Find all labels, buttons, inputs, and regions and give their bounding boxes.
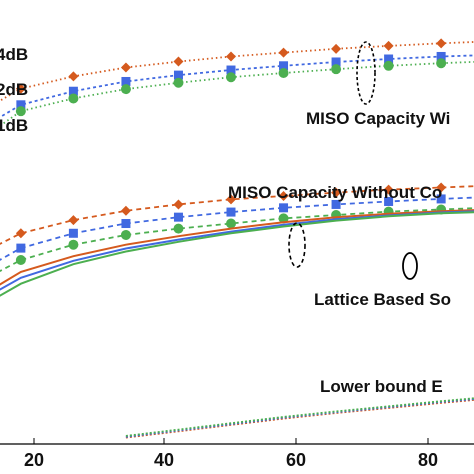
data-point-miso-with-4db-6: [278, 47, 289, 58]
data-point-miso-with-4db-3: [120, 62, 131, 73]
data-point-miso-with-2db-4: [173, 70, 183, 80]
data-point-miso-with-1db-2: [68, 93, 79, 104]
data-point-miso-with-2db-8: [384, 54, 394, 64]
series-line-miso-with-4db: [0, 41, 474, 102]
data-point-miso-with-2db-6: [279, 61, 289, 71]
lattice-ellipse: [402, 252, 418, 280]
data-point-miso-with-2db-1: [16, 100, 26, 110]
data-point-miso-with-4db-5: [226, 51, 236, 62]
x-tick-label-20: 20: [24, 450, 44, 470]
data-point-miso-without-4db-7: [331, 187, 342, 198]
data-point-miso-with-1db-7: [331, 64, 342, 75]
series-line-miso-without-2db: [0, 196, 474, 261]
series-line-miso-without-1db: [0, 207, 474, 273]
annotation-miso-with: MISO Capacity Wi: [306, 109, 450, 128]
x-tick-label-80: 80: [418, 450, 438, 470]
data-point-miso-without-1db-5: [226, 218, 236, 229]
data-point-miso-without-2db-7: [331, 199, 341, 209]
data-point-miso-without-1db-2: [68, 239, 79, 250]
data-point-miso-with-2db-3: [121, 76, 131, 86]
data-point-miso-with-2db-9: [436, 51, 446, 61]
data-point-miso-without-2db-6: [279, 203, 289, 213]
data-point-miso-without-4db-5: [226, 194, 236, 205]
data-point-miso-without-1db-1: [15, 254, 26, 265]
data-point-miso-with-2db-5: [226, 65, 236, 75]
data-point-miso-without-4db-8: [383, 184, 394, 195]
data-point-miso-without-1db-3: [120, 229, 131, 240]
series-line-lattice-4db: [0, 209, 474, 286]
data-point-miso-with-4db-9: [436, 38, 447, 49]
data-point-miso-without-4db-3: [120, 205, 131, 216]
data-point-miso-with-1db-1: [15, 106, 26, 117]
data-point-miso-without-2db-3: [121, 219, 131, 229]
data-point-miso-with-1db-8: [383, 60, 394, 71]
data-point-miso-without-4db-1: [15, 228, 26, 239]
legend-4db: 4dB: [0, 45, 28, 64]
data-point-miso-with-4db-8: [383, 40, 394, 51]
data-point-miso-without-2db-2: [68, 228, 78, 238]
data-point-miso-with-1db-3: [120, 84, 131, 95]
data-point-miso-with-1db-5: [226, 72, 236, 83]
data-point-miso-with-4db-7: [331, 43, 342, 54]
series-line-lattice-1db: [0, 211, 474, 297]
annotation-lattice: Lattice Based So: [314, 290, 451, 309]
x-tick-label-40: 40: [154, 450, 174, 470]
legend-2db: 2dB: [0, 80, 28, 99]
data-point-miso-without-2db-9: [436, 194, 446, 204]
data-point-miso-with-2db-2: [68, 86, 78, 96]
annotation-miso-without: MISO Capacity Without Co: [228, 183, 442, 202]
data-point-miso-without-1db-4: [173, 223, 184, 234]
data-point-miso-without-2db-8: [384, 196, 394, 206]
data-point-miso-with-1db-9: [436, 58, 447, 69]
x-tick-label-60: 60: [286, 450, 306, 470]
data-point-miso-without-4db-2: [68, 215, 79, 226]
data-point-miso-with-4db-4: [173, 56, 184, 67]
miso-without-ellipse: [288, 222, 306, 268]
annotation-lower-bound: Lower bound E: [320, 377, 443, 396]
series-layer: [0, 38, 474, 439]
series-line-lattice-2db: [0, 210, 474, 291]
data-point-miso-with-1db-6: [278, 68, 289, 78]
data-point-miso-without-2db-1: [16, 243, 26, 253]
data-point-miso-without-4db-9: [436, 182, 447, 193]
data-point-miso-without-2db-4: [173, 212, 183, 222]
series-line-miso-without-4db: [0, 185, 474, 245]
data-point-miso-without-4db-4: [173, 199, 184, 210]
data-point-miso-without-1db-6: [278, 213, 289, 224]
series-line-lower-bound-1db: [125, 397, 474, 437]
data-point-miso-without-4db-6: [278, 190, 289, 201]
data-point-miso-with-1db-4: [173, 77, 184, 88]
data-point-miso-with-4db-1: [15, 83, 26, 94]
miso-with-ellipse: [356, 41, 376, 105]
legend-1db: 1dB: [0, 116, 28, 135]
data-point-miso-with-4db-2: [68, 71, 79, 82]
data-point-miso-without-2db-5: [226, 207, 236, 217]
data-point-miso-with-2db-7: [331, 57, 341, 67]
